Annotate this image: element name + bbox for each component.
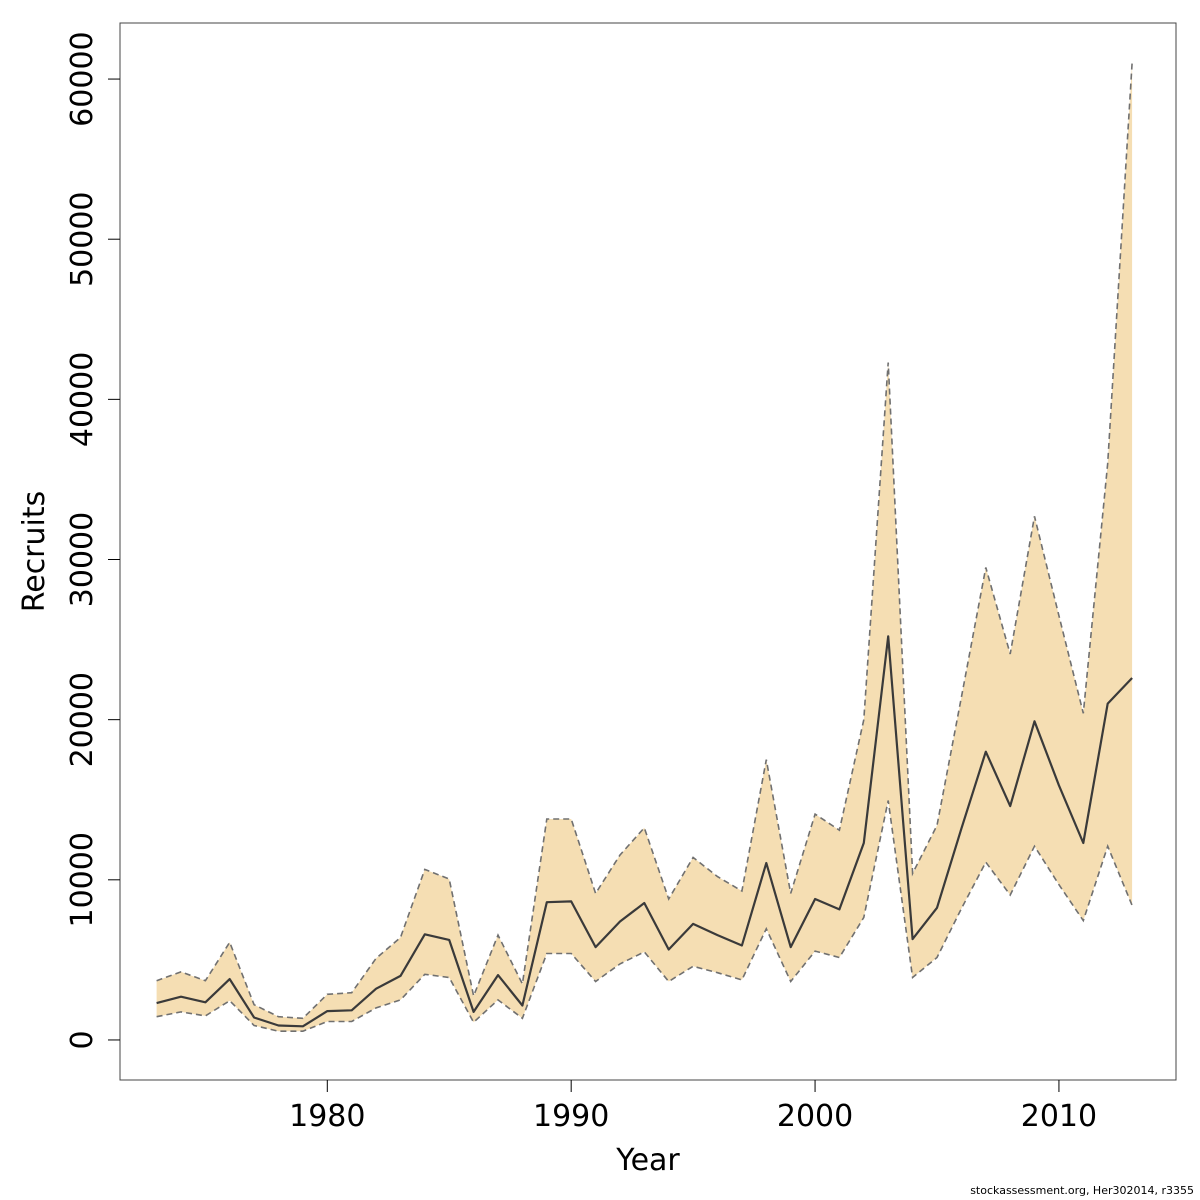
y-tick-label: 10000 bbox=[65, 832, 100, 927]
y-tick-label: 60000 bbox=[65, 31, 100, 126]
y-axis-title: Recruits bbox=[17, 491, 52, 613]
y-tick-label: 40000 bbox=[65, 352, 100, 447]
x-tick-label: 1990 bbox=[533, 1099, 609, 1134]
confidence-band-layer bbox=[156, 63, 1133, 1032]
x-axis: 1980 1990 2000 2010 bbox=[289, 1080, 1097, 1134]
y-tick-label: 50000 bbox=[65, 191, 100, 286]
x-tick-label: 2010 bbox=[1021, 1099, 1097, 1134]
x-tick-label: 1980 bbox=[289, 1099, 365, 1134]
source-credit: stockassessment.org, Her302014, r3355 bbox=[970, 1184, 1194, 1197]
x-axis-title: Year bbox=[615, 1143, 680, 1178]
plot-frame bbox=[119, 22, 1177, 1081]
y-tick-label: 0 bbox=[65, 1030, 100, 1049]
y-tick-label: 20000 bbox=[65, 672, 100, 767]
series-layer bbox=[156, 62, 1133, 1032]
x-tick-label: 2000 bbox=[777, 1099, 853, 1134]
y-tick-label: 30000 bbox=[65, 512, 100, 607]
upper-bound-line bbox=[156, 62, 1133, 1020]
y-axis: 0 10000 20000 30000 40000 50000 60000 bbox=[65, 31, 120, 1050]
confidence-band bbox=[156, 63, 1133, 1032]
recruits-line bbox=[156, 635, 1133, 1028]
lower-bound-line bbox=[156, 800, 1133, 1032]
